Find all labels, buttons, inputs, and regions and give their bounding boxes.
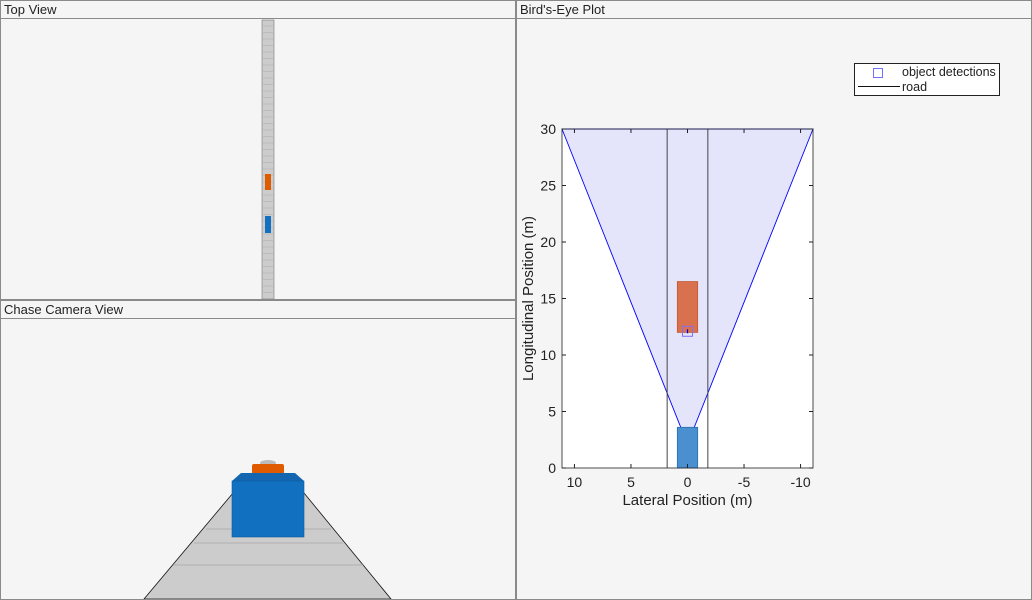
top-view-canvas [261,19,275,299]
x-axis-label: Lateral Position (m) [622,492,752,509]
x-tick-label: 5 [627,474,635,490]
target-vehicle [676,281,699,333]
x-tick-label: 10 [567,474,583,490]
road-line-icon [858,86,900,87]
ego-vehicle [231,480,305,538]
ego-vehicle [265,216,271,233]
y-tick-label: 10 [540,347,556,363]
x-tick-label: 0 [684,474,692,490]
legend-entry-detections: object detections [902,65,996,79]
detection-marker-icon [873,68,883,78]
detection-marker [682,325,693,337]
target-vehicle [252,464,284,474]
road [261,19,275,299]
ego-vehicle [676,426,699,469]
y-tick-label: 15 [540,291,556,307]
y-tick-label: 20 [540,234,556,250]
chase-camera-canvas [143,460,392,599]
birds-eye-title: Bird's-Eye Plot [517,1,1031,19]
y-tick-label: 0 [548,460,556,476]
y-tick-label: 30 [540,121,556,137]
y-axis-label: Longitudinal Position (m) [520,216,537,381]
y-tick-label: 25 [540,178,556,194]
legend-entry-road: road [902,80,928,94]
target-vehicle [265,174,271,190]
x-tick-label: -10 [790,474,810,490]
legend[interactable]: object detections road [854,63,1000,96]
chase-camera-title: Chase Camera View [1,301,515,319]
top-view-title: Top View [1,1,515,19]
ego-vehicle-top [232,473,304,481]
top-view-panel: Top View [0,0,516,300]
birds-eye-plot[interactable]: 10 5 0 -5 -10 0 5 10 15 20 25 30 Lateral Position (m… [517,1,1031,599]
x-tick-label: -5 [738,474,751,490]
y-tick-label: 5 [548,404,556,420]
birds-eye-panel: Bird's-Eye Plot 10 5 0 -5 -10 0 5 10 15 20 25 30 Lat… [516,0,1032,600]
road-markings [263,25,273,293]
chase-camera-panel: Chase Camera View [0,300,516,600]
